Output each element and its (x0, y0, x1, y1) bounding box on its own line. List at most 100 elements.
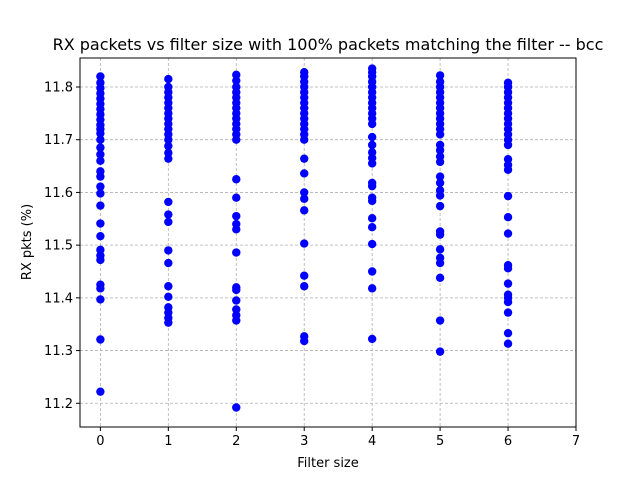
data-point (367, 267, 377, 276)
data-point (503, 308, 513, 317)
data-point (503, 279, 513, 288)
x-tick-label: 3 (300, 434, 308, 449)
x-tick-label: 5 (436, 434, 444, 449)
data-point (96, 387, 105, 396)
y-tick-label: 11.3 (44, 344, 73, 359)
data-point (164, 217, 173, 227)
data-point (232, 296, 241, 305)
data-point (96, 251, 105, 260)
data-point (164, 246, 173, 255)
data-point (435, 140, 445, 150)
data-point (232, 193, 241, 202)
data-point (96, 231, 105, 241)
data-point (367, 148, 377, 157)
data-point (96, 201, 105, 210)
data-point (232, 76, 241, 85)
data-point (435, 347, 445, 356)
x-axis-label: Filter size (297, 456, 359, 471)
data-point (503, 339, 513, 348)
data-point (503, 78, 513, 87)
chart-title: RX packets vs filter size with 100% pack… (53, 35, 604, 54)
data-point (300, 282, 309, 291)
data-point (435, 77, 445, 86)
data-point (435, 186, 445, 195)
x-tick-label: 4 (368, 434, 376, 449)
data-point (367, 214, 377, 223)
data-point (232, 70, 241, 80)
data-point (164, 74, 173, 84)
data-point (232, 403, 241, 412)
data-point (503, 328, 513, 338)
data-point (435, 152, 445, 161)
data-point (232, 283, 241, 292)
data-point (435, 227, 445, 236)
data-point (435, 201, 445, 211)
data-point (503, 212, 513, 222)
data-point (435, 316, 445, 325)
data-point (300, 271, 309, 280)
data-point (164, 141, 173, 151)
data-point (503, 155, 513, 164)
data-point (367, 153, 377, 163)
data-point (164, 82, 173, 92)
data-point (503, 290, 513, 299)
data-point (367, 64, 377, 73)
data-point (232, 248, 241, 257)
data-point (300, 332, 309, 341)
data-point (300, 188, 309, 197)
data-point (96, 150, 105, 159)
y-tick-label: 11.2 (44, 397, 73, 412)
data-point (96, 143, 105, 152)
data-point (435, 253, 445, 262)
data-point (164, 258, 173, 268)
data-point (435, 178, 445, 188)
data-points (96, 64, 513, 412)
data-point (435, 71, 445, 80)
data-point (367, 334, 377, 344)
data-point (164, 292, 173, 301)
data-point (164, 154, 173, 163)
y-axis-ticks: 11.2 11.3 11.4 11.5 11.6 11.7 11.8 (44, 80, 80, 412)
data-point (96, 78, 105, 87)
data-point (96, 245, 105, 255)
x-tick-label: 2 (232, 434, 240, 449)
data-point (164, 282, 173, 291)
data-point (232, 305, 241, 314)
plot-frame (79, 57, 577, 428)
data-point (96, 219, 105, 228)
data-point (96, 135, 105, 144)
data-point (164, 303, 173, 312)
y-tick-label: 11.6 (44, 186, 73, 201)
x-tick-label: 7 (572, 434, 580, 449)
data-point (367, 132, 377, 142)
data-point (300, 68, 309, 77)
data-point (96, 280, 105, 289)
data-point (300, 206, 309, 215)
data-point (367, 223, 377, 232)
data-point (96, 189, 105, 198)
data-point (96, 295, 105, 304)
x-tick-label: 1 (164, 434, 172, 449)
data-point (435, 245, 445, 254)
data-point (96, 72, 105, 81)
data-point (503, 229, 513, 238)
data-point (503, 160, 513, 170)
y-tick-label: 11.7 (44, 133, 73, 148)
data-point (300, 154, 309, 163)
data-point (367, 193, 377, 202)
data-point (164, 148, 173, 158)
x-axis-ticks: 0 1 2 3 4 5 6 7 (96, 427, 580, 449)
data-point (232, 211, 241, 221)
data-point (232, 311, 241, 320)
data-point (367, 239, 377, 249)
data-point (503, 260, 513, 270)
data-point (164, 210, 173, 219)
y-tick-label: 11.8 (44, 80, 73, 95)
data-point (300, 169, 309, 178)
data-point (367, 284, 377, 293)
data-point (96, 156, 105, 165)
x-tick-label: 0 (96, 434, 104, 449)
data-point (96, 335, 105, 344)
